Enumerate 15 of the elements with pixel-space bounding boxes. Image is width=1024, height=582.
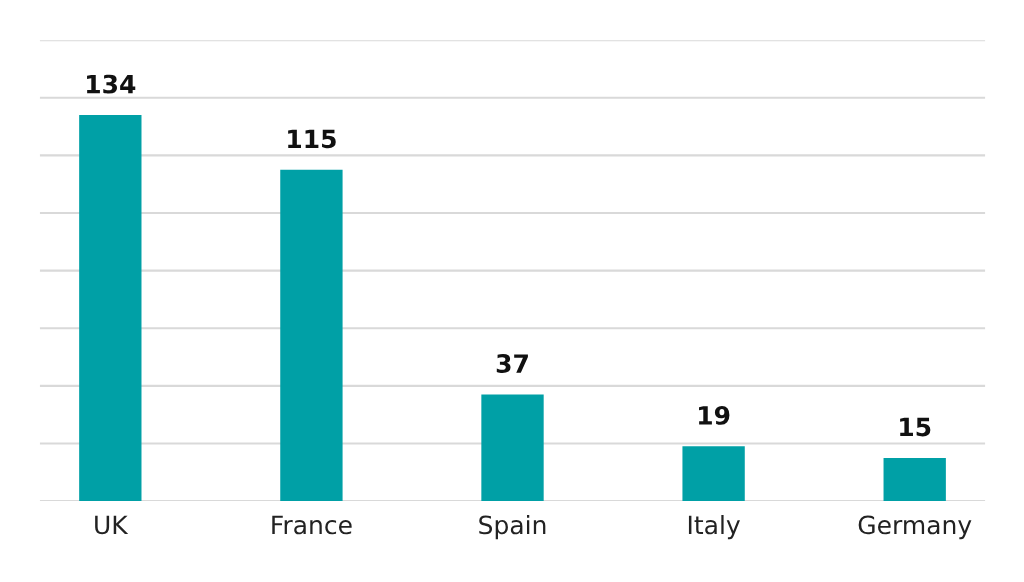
x-tick-label: UK [95,515,129,535]
data-label: 115 [288,129,336,149]
data-label: 15 [900,417,931,437]
x-tick-label: Germany [858,515,972,540]
x-tick-label: Italy [688,514,740,540]
bar [682,446,745,502]
bar [481,394,544,502]
x-tick-label: Spain [479,514,546,540]
data-label: 134 [87,74,136,94]
bar [280,169,343,502]
bar [79,115,142,502]
x-tick-label: France [272,515,352,535]
data-label: 37 [496,354,528,373]
bar [883,457,946,502]
data-label: 19 [699,405,730,425]
